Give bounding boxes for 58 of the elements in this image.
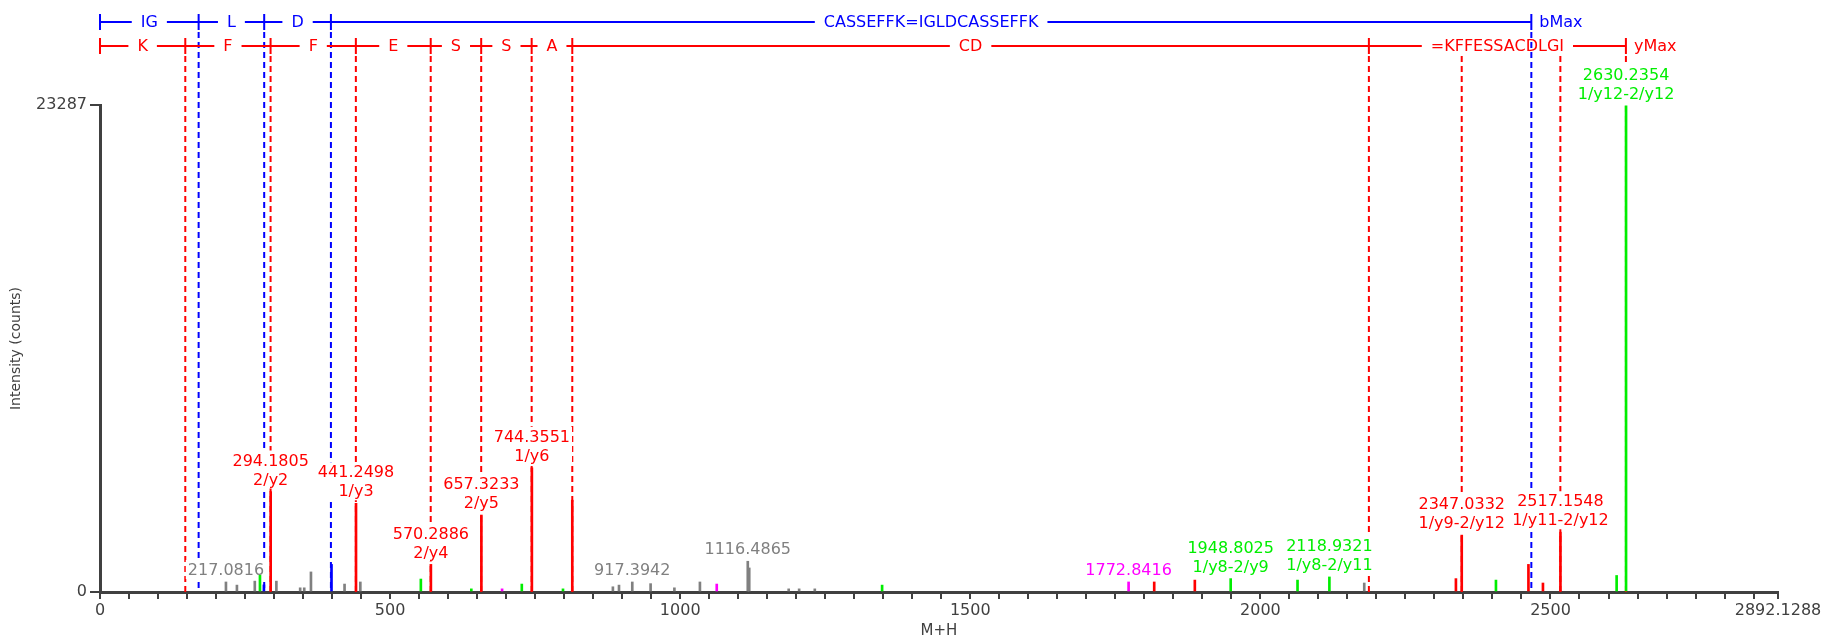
bar: [1229, 578, 1233, 592]
bar: [253, 580, 257, 592]
ref-line-label: S: [501, 36, 512, 56]
ref-line-label: K: [137, 36, 149, 56]
bar: [630, 581, 634, 592]
bar: [302, 587, 306, 592]
annotation: 217.0816: [187, 560, 265, 580]
bar: [1193, 579, 1197, 592]
x-axis-title: M+H: [920, 620, 958, 639]
ref-line-label: D: [291, 12, 304, 32]
ref-line-label: A: [546, 36, 558, 56]
annotation: 1116.4865: [704, 539, 792, 559]
ref-line-label: CD: [958, 36, 983, 56]
x-tick-label: 0: [94, 599, 106, 619]
bar: [359, 581, 362, 592]
ref-line-label: =KFFESSACDLGI: [1430, 36, 1565, 56]
bar: [275, 580, 278, 592]
bar: [715, 583, 719, 592]
ref-line-label: CASSEFFK=IGLDCASSEFFK: [823, 12, 1039, 32]
ref-line-label: F: [223, 36, 233, 56]
bar: [1152, 581, 1156, 592]
y-tick-label: 23287: [36, 94, 87, 114]
bar: [1328, 576, 1331, 592]
ref-line-label: F: [308, 36, 318, 56]
annotation: 2517.1548 1/y11-2/y12: [1512, 491, 1609, 530]
x-tick-label: 2892.1288: [1734, 599, 1822, 619]
annotation: 570.2886 2/y4: [392, 523, 470, 562]
annotation: 2630.2354 1/y12-2/y12: [1577, 64, 1675, 103]
annotation: 917.3942: [594, 560, 671, 580]
annotation: 744.3551 1/y6: [493, 426, 571, 465]
bar: [1296, 579, 1299, 592]
ref-line-label: L: [226, 12, 236, 32]
ref-line-label: E: [388, 36, 399, 56]
bar: [1527, 564, 1530, 592]
x-tick-label: 1000: [659, 599, 701, 619]
bar: [673, 587, 676, 592]
bar: [343, 583, 346, 592]
annotation: 294.1805 2/y2: [232, 450, 309, 489]
y-axis-title: Intensity (counts): [7, 286, 24, 411]
annotation: 441.2498 1/y3: [317, 462, 395, 501]
annotation: 2347.0332 1/y9-2/y12: [1418, 494, 1505, 533]
bar: [1362, 582, 1366, 592]
annotation: 1948.8025 1/y8-2/y9: [1187, 537, 1274, 576]
annotation: 657.3233 2/y5: [443, 474, 520, 513]
text: yMax: [1633, 36, 1677, 56]
x-tick-label: 2500: [1530, 599, 1571, 619]
bar: [649, 583, 652, 592]
ref-line-label: IG: [140, 12, 158, 32]
x-tick-label: 500: [374, 599, 406, 619]
ref-line-label: S: [450, 36, 462, 56]
annotation: 1772.8416: [1085, 560, 1172, 580]
text: bMax: [1539, 12, 1583, 32]
bar: [1127, 581, 1130, 592]
x-tick-label: 2000: [1240, 599, 1281, 619]
annotation: 2118.9321 1/y8-2/y11: [1286, 536, 1373, 575]
bar: [520, 583, 524, 592]
bar: [1615, 575, 1618, 592]
x-tick-label: 1500: [949, 599, 991, 619]
